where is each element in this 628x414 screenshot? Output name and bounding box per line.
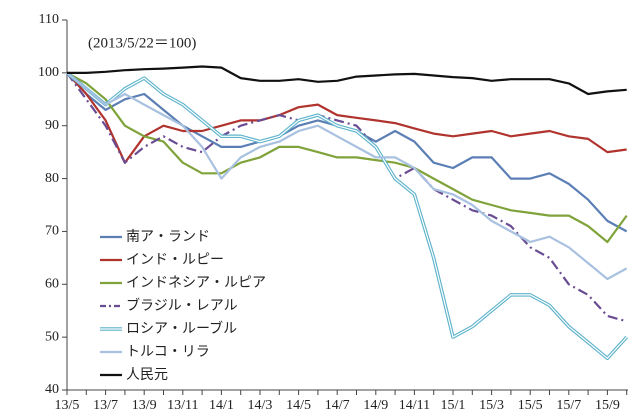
x-tick-label: 13/7 xyxy=(93,398,118,413)
legend-label: インド・ルピー xyxy=(126,252,224,268)
x-tick-label: 15/7 xyxy=(556,398,581,413)
x-tick-label: 14/7 xyxy=(325,398,350,413)
x-tick-label: 15/3 xyxy=(479,398,504,413)
series-line xyxy=(66,72,628,281)
legend-label: トルコ・リラ xyxy=(126,344,210,360)
y-tick-label: 80 xyxy=(45,171,59,186)
x-tick-label: 15/9 xyxy=(595,398,620,413)
y-tick-label: 60 xyxy=(45,277,59,292)
x-tick-label: 15/5 xyxy=(518,398,543,413)
legend-label: 人民元 xyxy=(126,367,168,383)
x-tick-label: 14/11 xyxy=(399,398,430,413)
y-tick-label: 40 xyxy=(45,382,59,397)
y-tick-label: 110 xyxy=(39,12,59,27)
x-tick-label: 14/5 xyxy=(286,398,311,413)
x-tick-label: 14/9 xyxy=(363,398,388,413)
legend-label: インドネシア・ルピア xyxy=(126,275,266,291)
x-tick-label: 14/1 xyxy=(209,398,234,413)
series-line xyxy=(66,72,627,164)
series-line-inner xyxy=(66,72,628,360)
y-tick-label: 100 xyxy=(38,65,59,80)
legend-label: ブラジル・レアル xyxy=(126,297,238,314)
x-tick-label: 13/5 xyxy=(55,398,80,413)
annotation: (2013/5/22＝100) xyxy=(88,35,196,51)
x-tick-label: 15/1 xyxy=(441,398,466,413)
x-tick-label: 14/3 xyxy=(248,398,273,413)
y-tick-label: 70 xyxy=(45,224,59,239)
x-tick-label: 13/9 xyxy=(132,398,157,413)
legend-label: ロシア・ルーブル xyxy=(126,320,237,337)
legend-label: 南ア・ランド xyxy=(126,229,210,245)
x-tick-label: 13/11 xyxy=(167,398,198,413)
y-tick-label: 50 xyxy=(45,329,59,344)
y-tick-label: 90 xyxy=(45,118,59,133)
series-line xyxy=(66,72,628,233)
series-line xyxy=(67,65,627,96)
series-line xyxy=(66,71,628,244)
